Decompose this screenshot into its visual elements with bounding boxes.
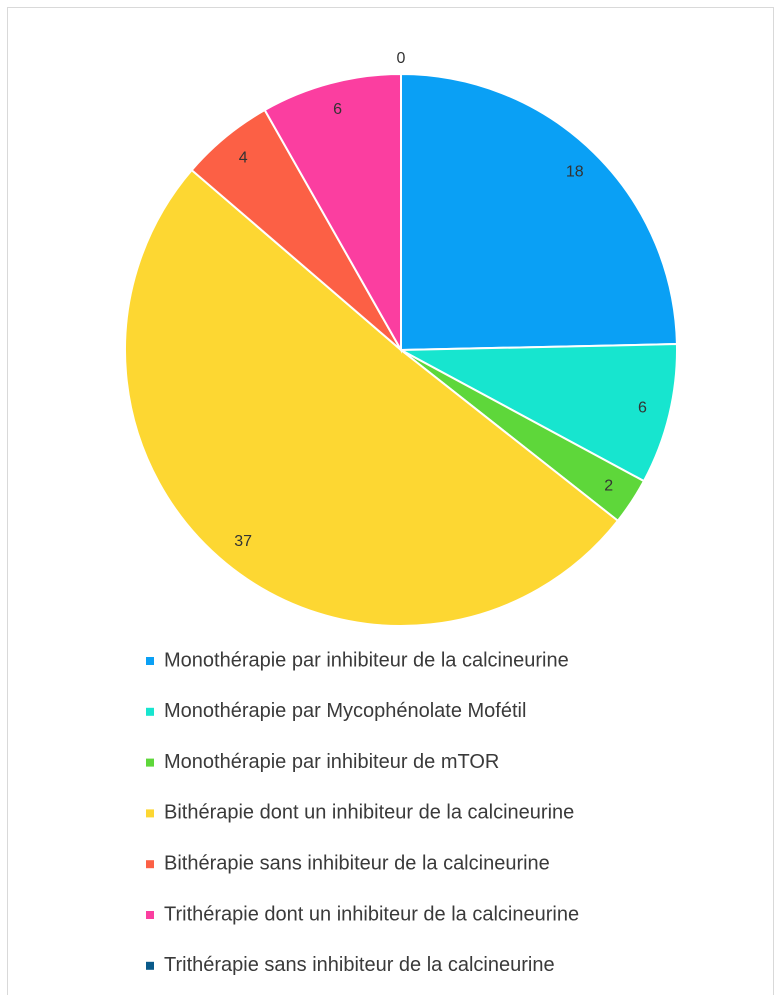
legend-label: Bithérapie dont un inhibiteur de la calc… bbox=[164, 802, 574, 824]
legend-swatch bbox=[146, 911, 154, 919]
legend-label: Monothérapie par inhibiteur de la calcin… bbox=[164, 649, 569, 671]
legend-swatch bbox=[146, 809, 154, 818]
pie-slice bbox=[124, 168, 620, 628]
data-label: 37 bbox=[234, 533, 252, 550]
data-label: 6 bbox=[333, 101, 342, 118]
pie-slice bbox=[400, 72, 678, 352]
data-label: 0 bbox=[397, 50, 406, 67]
legend-label: Trithérapie dont un inhibiteur de la cal… bbox=[164, 903, 579, 925]
data-label: 18 bbox=[566, 164, 584, 181]
pie-slice bbox=[397, 343, 678, 483]
legend-swatch bbox=[146, 961, 154, 970]
legend-label: Trithérapie sans inhibiteur de la calcin… bbox=[164, 954, 555, 976]
pie-slice bbox=[263, 72, 402, 354]
legend-label: Monothérapie par inhibiteur de mTOR bbox=[164, 751, 499, 773]
legend-swatch bbox=[146, 657, 154, 665]
data-label: 6 bbox=[638, 399, 647, 416]
data-label: 2 bbox=[604, 478, 613, 495]
legend-swatch bbox=[146, 860, 154, 869]
legend-label: Bithérapie sans inhibiteur de la calcine… bbox=[164, 852, 550, 874]
legend-label: Monothérapie par Mycophénolate Mofétil bbox=[164, 700, 526, 722]
data-label: 4 bbox=[239, 149, 248, 166]
legend-swatch bbox=[146, 707, 154, 716]
legend-swatch bbox=[146, 758, 154, 767]
